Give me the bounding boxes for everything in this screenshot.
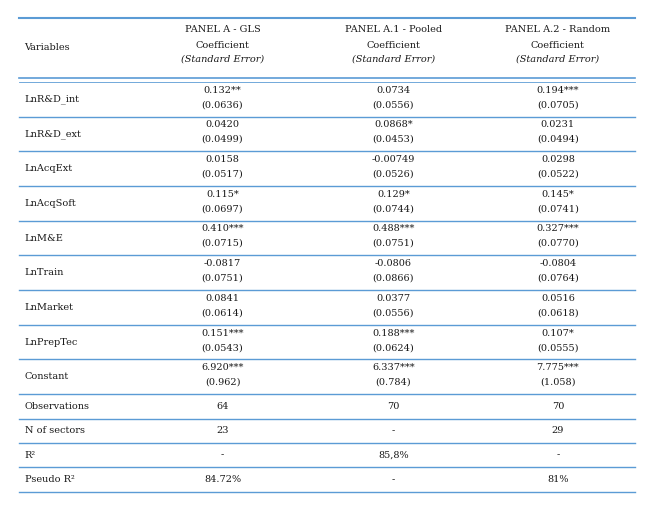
Text: 0.327***: 0.327*** [537,224,579,234]
Text: -: - [221,451,224,459]
Text: N of sectors: N of sectors [25,426,84,435]
Text: (0.0556): (0.0556) [373,308,414,318]
Text: LnMarket: LnMarket [25,303,74,312]
Text: (0.0744): (0.0744) [373,204,414,213]
Text: R²: R² [25,451,35,459]
Text: 0.0377: 0.0377 [377,294,410,303]
Text: 84.72%: 84.72% [204,475,241,484]
Text: -0.0817: -0.0817 [204,259,241,268]
Text: -: - [392,475,395,484]
Text: 0.194***: 0.194*** [537,85,579,95]
Text: 7.775***: 7.775*** [537,363,579,372]
Text: 70: 70 [551,402,564,411]
Text: Variables: Variables [25,44,70,52]
Text: 0.188***: 0.188*** [372,328,415,338]
Text: 0.151***: 0.151*** [201,328,244,338]
Text: 29: 29 [551,426,564,435]
Text: (0.0697): (0.0697) [202,204,243,213]
Text: (0.0543): (0.0543) [202,343,243,352]
Text: (0.0751): (0.0751) [202,274,243,283]
Text: 0.488***: 0.488*** [372,224,415,234]
Text: Observations: Observations [25,402,90,411]
Text: (Standard Error): (Standard Error) [352,54,435,64]
Text: (0.0556): (0.0556) [373,100,414,109]
Text: (0.0517): (0.0517) [202,169,243,179]
Text: LnM&E: LnM&E [25,234,63,242]
Text: 70: 70 [387,402,400,411]
Text: 0.0734: 0.0734 [377,85,410,95]
Text: LnTrain: LnTrain [25,268,64,277]
Text: (0.784): (0.784) [375,378,412,387]
Text: 6.920***: 6.920*** [201,363,244,372]
Text: (0.0741): (0.0741) [537,204,579,213]
Text: 0.0868*: 0.0868* [374,120,413,130]
Text: 0.0516: 0.0516 [541,294,575,303]
Text: 0.0158: 0.0158 [206,155,239,164]
Text: (0.0555): (0.0555) [537,343,579,352]
Text: Pseudo R²: Pseudo R² [25,475,74,484]
Text: 0.0231: 0.0231 [541,120,575,130]
Text: (0.0715): (0.0715) [202,239,243,248]
Text: (1.058): (1.058) [540,378,576,387]
Text: (0.0751): (0.0751) [373,239,414,248]
Text: (0.0526): (0.0526) [373,169,414,179]
Text: Coefficient: Coefficient [531,40,585,50]
Text: -0.0804: -0.0804 [539,259,577,268]
Text: 6.337***: 6.337*** [372,363,415,372]
Text: -: - [556,451,560,459]
Text: -: - [392,426,395,435]
Text: LnAcqSoft: LnAcqSoft [25,199,76,208]
Text: 0.107*: 0.107* [542,328,574,338]
Text: -0.00749: -0.00749 [372,155,415,164]
Text: (0.962): (0.962) [204,378,241,387]
Text: 0.132**: 0.132** [204,85,241,95]
Text: (0.0866): (0.0866) [373,274,414,283]
Text: (0.0705): (0.0705) [537,100,579,109]
Text: 0.115*: 0.115* [206,190,239,199]
Text: LnPrepTec: LnPrepTec [25,338,78,347]
Text: (0.0494): (0.0494) [537,135,579,144]
Text: -0.0806: -0.0806 [375,259,412,268]
Text: (0.0453): (0.0453) [373,135,414,144]
Text: PANEL A.1 - Pooled: PANEL A.1 - Pooled [345,25,442,34]
Text: (Standard Error): (Standard Error) [181,54,264,64]
Text: 0.0841: 0.0841 [206,294,239,303]
Text: (0.0764): (0.0764) [537,274,579,283]
Text: PANEL A.2 - Random: PANEL A.2 - Random [506,25,610,34]
Text: Coefficient: Coefficient [366,40,421,50]
Text: 0.0298: 0.0298 [541,155,575,164]
Text: 85,8%: 85,8% [378,451,409,459]
Text: 0.0420: 0.0420 [206,120,239,130]
Text: PANEL A - GLS: PANEL A - GLS [184,25,261,34]
Text: (0.0614): (0.0614) [202,308,243,318]
Text: 0.145*: 0.145* [542,190,574,199]
Text: (0.0499): (0.0499) [202,135,243,144]
Text: 64: 64 [216,402,229,411]
Text: (0.0636): (0.0636) [202,100,243,109]
Text: LnR&D_int: LnR&D_int [25,94,79,104]
Text: 0.410***: 0.410*** [201,224,244,234]
Text: Constant: Constant [25,372,69,381]
Text: (0.0624): (0.0624) [373,343,414,352]
Text: (Standard Error): (Standard Error) [517,54,599,64]
Text: LnAcqExt: LnAcqExt [25,164,73,173]
Text: 81%: 81% [547,475,569,484]
Text: 23: 23 [216,426,229,435]
Text: (0.0618): (0.0618) [537,308,579,318]
Text: 0.129*: 0.129* [377,190,410,199]
Text: (0.0770): (0.0770) [537,239,579,248]
Text: LnR&D_ext: LnR&D_ext [25,129,81,139]
Text: Coefficient: Coefficient [195,40,250,50]
Text: (0.0522): (0.0522) [537,169,579,179]
